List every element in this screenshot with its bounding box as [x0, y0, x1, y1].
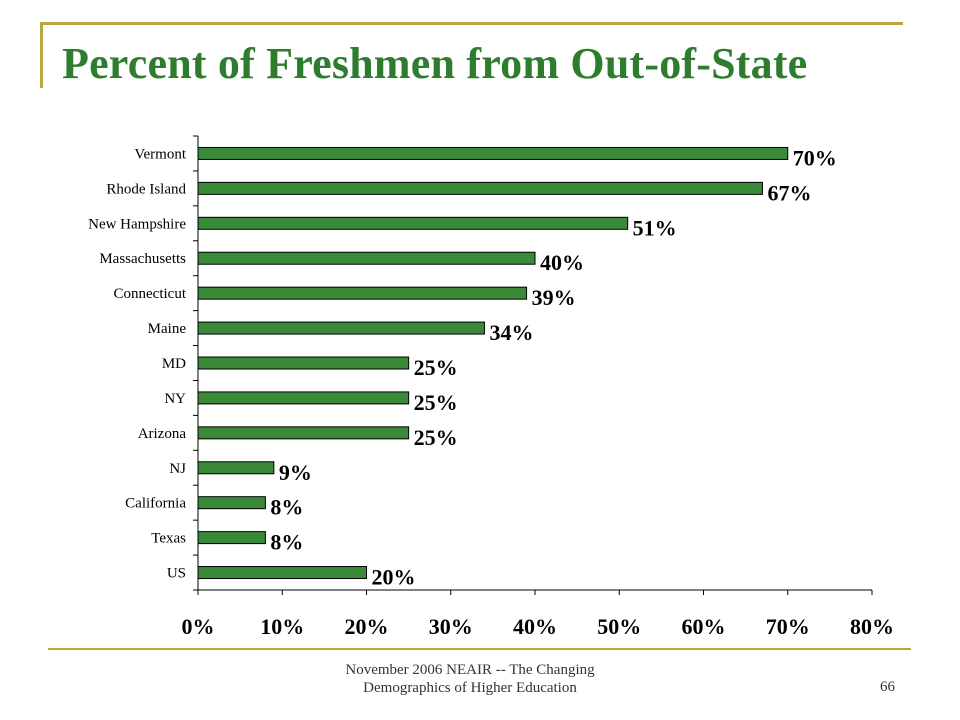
category-label: Massachusetts [99, 251, 186, 267]
x-tick-label: 50% [597, 614, 641, 639]
value-label: 51% [633, 215, 677, 240]
bar-new-hampshire [197, 216, 629, 230]
x-tick-label: 30% [429, 614, 473, 639]
top-decorative-rule [40, 22, 903, 25]
bottom-decorative-rule [48, 648, 911, 650]
category-label: Connecticut [114, 286, 187, 302]
bar-maine [197, 321, 485, 335]
bar-md [197, 356, 410, 370]
category-label: Arizona [138, 426, 187, 442]
x-tick-label: 60% [682, 614, 726, 639]
bar-ny [197, 391, 410, 405]
value-label: 9% [279, 460, 312, 485]
value-label: 25% [414, 425, 458, 450]
value-label: 25% [414, 355, 458, 380]
value-label: 39% [532, 285, 576, 310]
category-label: NJ [169, 461, 186, 477]
category-label: Texas [151, 531, 186, 547]
x-tick-label: 80% [850, 614, 894, 639]
category-label: New Hampshire [88, 216, 186, 232]
page-number: 66 [880, 679, 895, 695]
value-label: 34% [489, 320, 533, 345]
value-label: 40% [540, 250, 584, 275]
slide-title: Percent of Freshmen from Out-of-State [62, 39, 808, 88]
x-tick-label: 70% [766, 614, 810, 639]
category-label: California [125, 496, 186, 512]
footer-line-2: Demographics of Higher Education [363, 680, 577, 696]
side-decorative-rule [40, 22, 43, 88]
bar-rhode-island [197, 181, 763, 195]
bar-nj [197, 461, 275, 475]
value-label: 8% [270, 495, 303, 520]
category-label: Maine [148, 321, 187, 337]
x-tick-label: 40% [513, 614, 557, 639]
value-label: 67% [767, 180, 811, 205]
x-tick-label: 20% [345, 614, 389, 639]
x-tick-label: 10% [260, 614, 304, 639]
category-label: Vermont [134, 146, 186, 162]
bar-connecticut [197, 286, 528, 300]
value-label: 70% [793, 145, 837, 170]
bar-california [197, 496, 266, 510]
value-label: 8% [270, 530, 303, 555]
category-label: US [167, 566, 186, 582]
bar-arizona [197, 426, 410, 440]
category-label: NY [164, 391, 186, 407]
bar-massachusetts [197, 251, 536, 265]
category-label: MD [162, 356, 186, 372]
bar-us [197, 566, 367, 580]
value-label: 20% [372, 565, 416, 590]
category-label: Rhode Island [106, 181, 186, 197]
bar-texas [197, 531, 266, 545]
footer-line-1: November 2006 NEAIR -- The Changing [345, 662, 595, 678]
value-label: 25% [414, 390, 458, 415]
x-tick-label: 0% [182, 614, 215, 639]
slide-footer: November 2006 NEAIR -- The Changing Demo… [320, 661, 620, 697]
bar-vermont [197, 146, 789, 160]
